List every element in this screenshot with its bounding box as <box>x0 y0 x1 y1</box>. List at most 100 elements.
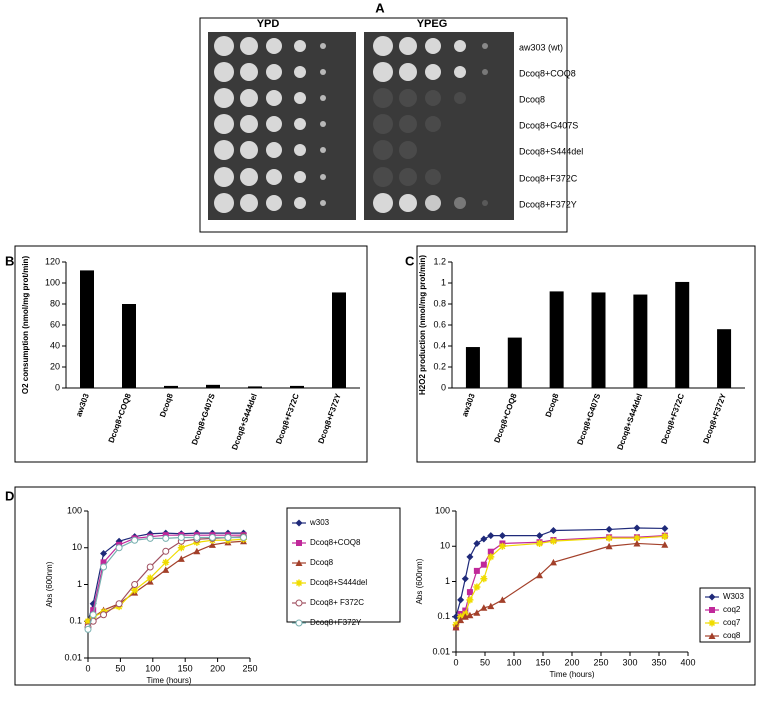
marker <box>193 547 201 555</box>
growth-spot <box>294 197 306 209</box>
y-tick-label: 1 <box>77 579 82 589</box>
x-tick-label: Dcoq8+F372C <box>659 392 686 445</box>
y-tick-label: 10 <box>440 541 450 551</box>
growth-spot <box>214 114 234 134</box>
marker <box>90 607 97 614</box>
marker <box>162 558 170 566</box>
y-tick-label: 0.01 <box>64 652 82 662</box>
x-tick-label: Dcoq8 <box>544 392 561 419</box>
growth-spot <box>482 69 488 75</box>
growth-spot <box>373 193 393 213</box>
marker <box>457 616 465 624</box>
marker <box>177 555 185 562</box>
marker <box>240 534 248 542</box>
growth-spot <box>214 167 234 187</box>
x-tick-label: 250 <box>593 657 608 667</box>
plate-title: YPD <box>257 18 280 30</box>
marker <box>115 544 123 552</box>
plate-photo <box>364 32 514 220</box>
panel-d-frame <box>14 486 756 686</box>
marker <box>131 536 139 544</box>
x-tick-label: 300 <box>622 657 637 667</box>
x-tick-label: Dcoq8+S444del <box>615 392 644 451</box>
legend-frame <box>286 507 401 623</box>
marker <box>177 534 185 542</box>
marker <box>708 593 716 601</box>
marker <box>208 534 216 542</box>
series-line <box>455 535 665 628</box>
growth-spot <box>266 90 282 106</box>
marker <box>100 559 107 566</box>
x-tick-label: 150 <box>535 657 550 667</box>
x-tick-label: 100 <box>145 663 160 673</box>
strain-label: aw303 (wt) <box>519 42 563 52</box>
strain-label: Dcoq8+S444del <box>519 146 583 156</box>
x-tick-label: Dcoq8 <box>158 392 175 419</box>
series-line <box>455 535 665 625</box>
marker <box>457 596 465 604</box>
x-axis-label: Time (hours) <box>146 676 191 685</box>
bar <box>675 281 690 388</box>
y-axis-label: O2 consumption (nmol/mg prot/min) <box>21 256 30 395</box>
y-axis-label: H2O2 production (nmol/mg prot/min) <box>418 255 427 395</box>
legend-frame <box>699 587 751 643</box>
x-tick-label: 0 <box>85 663 90 673</box>
growth-spot <box>320 200 326 206</box>
x-tick-label: 400 <box>680 657 695 667</box>
marker <box>605 534 613 542</box>
plate-title: YPEG <box>417 18 448 30</box>
marker <box>536 571 544 579</box>
growth-spot <box>266 169 282 185</box>
growth-spot <box>294 40 306 52</box>
growth-spot <box>214 140 234 160</box>
x-tick-label: Dcoq8+F372C <box>274 392 301 445</box>
marker <box>549 526 557 534</box>
x-tick-label: Dcoq8+G407S <box>190 392 217 446</box>
marker <box>661 524 669 532</box>
growth-spot <box>399 194 417 212</box>
marker <box>295 519 303 527</box>
growth-spot <box>373 88 393 108</box>
y-tick-label: 100 <box>435 505 450 515</box>
marker <box>466 553 474 561</box>
growth-spot <box>320 174 326 180</box>
growth-spot <box>294 66 306 78</box>
y-tick-label: 0 <box>55 382 60 392</box>
growth-spot <box>399 115 417 133</box>
growth-spot <box>425 64 441 80</box>
growth-spot <box>425 38 441 54</box>
growth-spot <box>320 69 326 75</box>
x-tick-label: 250 <box>242 663 257 673</box>
x-tick-label: 0 <box>453 657 458 667</box>
y-tick-label: 40 <box>50 340 60 350</box>
marker <box>295 619 303 627</box>
y-tick-label: 60 <box>50 319 60 329</box>
growth-spot <box>294 171 306 183</box>
marker <box>162 547 170 555</box>
bar <box>290 385 304 388</box>
bar <box>206 384 220 388</box>
marker <box>100 611 108 619</box>
strain-label: Dcoq8+F372C <box>519 173 578 183</box>
panel-a-frame <box>199 17 568 233</box>
marker <box>100 549 108 557</box>
x-axis-label: Time (hours) <box>549 670 594 679</box>
marker <box>461 575 469 583</box>
bar <box>591 292 606 388</box>
bar <box>507 337 522 388</box>
growth-spot <box>373 140 393 160</box>
marker <box>633 534 641 542</box>
marker <box>480 575 488 583</box>
bar <box>549 291 564 388</box>
bar <box>465 347 480 388</box>
legend-label: coq2 <box>723 605 741 614</box>
growth-spot <box>214 193 234 213</box>
legend-label: coq7 <box>723 618 741 627</box>
y-axis-label: Abs (600nm) <box>45 561 54 607</box>
growth-spot <box>294 144 306 156</box>
panel-label: D <box>5 488 14 503</box>
marker <box>661 532 669 540</box>
x-tick-label: aw303 <box>74 392 91 418</box>
marker <box>549 537 557 545</box>
series-line <box>455 542 665 628</box>
